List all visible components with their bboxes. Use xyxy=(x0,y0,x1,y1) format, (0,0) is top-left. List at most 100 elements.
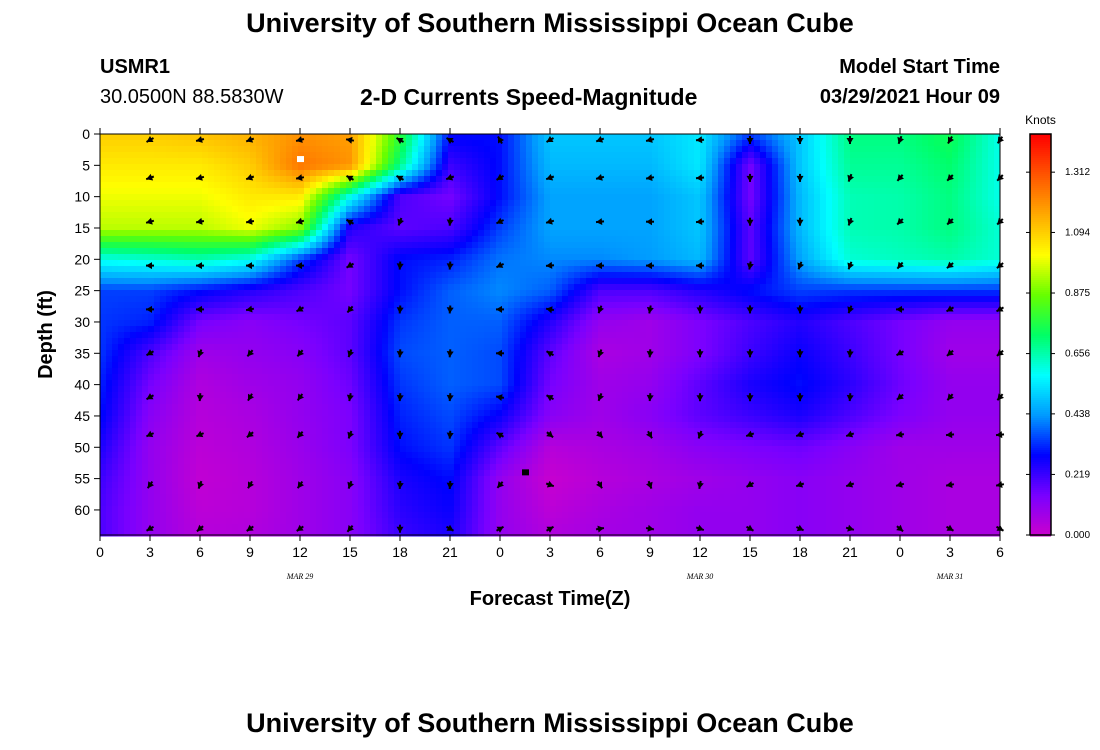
heatmap-cell xyxy=(262,314,269,321)
heatmap-cell xyxy=(430,164,437,171)
heatmap-cell xyxy=(220,224,227,231)
heatmap-cell xyxy=(904,164,911,171)
heatmap-cell xyxy=(922,134,929,141)
heatmap-cell xyxy=(208,200,215,207)
heatmap-cell xyxy=(160,218,167,225)
heatmap-cell xyxy=(514,284,521,291)
heatmap-cell xyxy=(346,296,353,303)
heatmap-cell xyxy=(178,200,185,207)
heatmap-cell xyxy=(442,194,449,201)
heatmap-cell xyxy=(520,224,527,231)
heatmap-cell xyxy=(568,140,575,147)
heatmap-cell xyxy=(664,260,671,267)
heatmap-cell xyxy=(886,194,893,201)
heatmap-cell xyxy=(508,218,515,225)
heatmap-cell xyxy=(694,290,701,297)
heatmap-cell xyxy=(442,230,449,237)
heatmap-cell xyxy=(538,260,545,267)
heatmap-cell xyxy=(112,224,119,231)
heatmap-cell xyxy=(322,182,329,189)
heatmap-cell xyxy=(436,302,443,309)
heatmap-cell xyxy=(286,218,293,225)
heatmap-cell xyxy=(178,272,185,279)
heatmap-cell xyxy=(454,266,461,273)
heatmap-cell xyxy=(418,218,425,225)
heatmap-cell xyxy=(292,230,299,237)
heatmap-cell xyxy=(574,320,581,327)
heatmap-cell xyxy=(568,290,575,297)
heatmap-cell xyxy=(562,212,569,219)
heatmap-cell xyxy=(742,314,749,321)
heatmap-cell xyxy=(706,296,713,303)
heatmap-cell xyxy=(316,140,323,147)
heatmap-cell xyxy=(346,170,353,177)
heatmap-cell xyxy=(946,170,953,177)
heatmap-cell xyxy=(940,254,947,261)
heatmap-cell xyxy=(226,332,233,339)
heatmap-cell xyxy=(316,314,323,321)
heatmap-cell xyxy=(508,314,515,321)
heatmap-cell xyxy=(106,284,113,291)
heatmap-cell xyxy=(790,218,797,225)
heatmap-cell xyxy=(976,146,983,153)
heatmap-cell xyxy=(346,188,353,195)
heatmap-cell xyxy=(592,296,599,303)
heatmap-cell xyxy=(202,140,209,147)
heatmap-cell xyxy=(460,314,467,321)
heatmap-cell xyxy=(100,182,107,189)
heatmap-cell xyxy=(880,206,887,213)
heatmap-cell xyxy=(244,146,251,153)
heatmap-cell xyxy=(376,164,383,171)
heatmap-cell xyxy=(892,182,899,189)
heatmap-cell xyxy=(226,308,233,315)
heatmap-cell xyxy=(472,200,479,207)
heatmap-cell xyxy=(430,278,437,285)
heatmap-cell xyxy=(676,308,683,315)
heatmap-cell xyxy=(742,176,749,183)
heatmap-cell xyxy=(190,266,197,273)
heatmap-cell xyxy=(706,230,713,237)
heatmap-cell xyxy=(496,302,503,309)
heatmap-cell xyxy=(148,170,155,177)
heatmap-cell xyxy=(466,218,473,225)
heatmap-cell xyxy=(172,146,179,153)
heatmap-cell xyxy=(214,152,221,159)
heatmap-cell xyxy=(832,320,839,327)
heatmap-cell xyxy=(646,182,653,189)
heatmap-cell xyxy=(934,260,941,267)
heatmap-cell xyxy=(364,308,371,315)
heatmap-cell xyxy=(946,266,953,273)
heatmap-cell xyxy=(286,188,293,195)
heatmap-cell xyxy=(712,248,719,255)
heatmap-cell xyxy=(340,176,347,183)
heatmap-cell xyxy=(910,290,917,297)
heatmap-cell xyxy=(100,242,107,249)
heatmap-cell xyxy=(178,326,185,333)
heatmap-cell xyxy=(568,254,575,261)
heatmap-cell xyxy=(754,152,761,159)
heatmap-cell xyxy=(226,224,233,231)
heatmap-cell xyxy=(730,308,737,315)
heatmap-cell xyxy=(532,308,539,315)
heatmap-cell xyxy=(862,290,869,297)
heatmap-cell xyxy=(196,326,203,333)
heatmap-cell xyxy=(232,320,239,327)
heatmap-cell xyxy=(604,158,611,165)
heatmap-cell xyxy=(562,230,569,237)
heatmap-cell xyxy=(736,224,743,231)
heatmap-cell xyxy=(820,218,827,225)
heatmap-cell xyxy=(592,206,599,213)
heatmap-cell xyxy=(682,230,689,237)
heatmap-cell xyxy=(118,332,125,339)
heatmap-cell xyxy=(250,206,257,213)
heatmap-cell xyxy=(574,182,581,189)
heatmap-cell xyxy=(652,284,659,291)
heatmap-cell xyxy=(868,254,875,261)
heatmap-cell xyxy=(784,290,791,297)
heatmap-cell xyxy=(322,200,329,207)
heatmap-cell xyxy=(664,320,671,327)
heatmap-cell xyxy=(124,272,131,279)
heatmap-cell xyxy=(646,230,653,237)
heatmap-cell xyxy=(520,146,527,153)
heatmap-cell xyxy=(154,212,161,219)
